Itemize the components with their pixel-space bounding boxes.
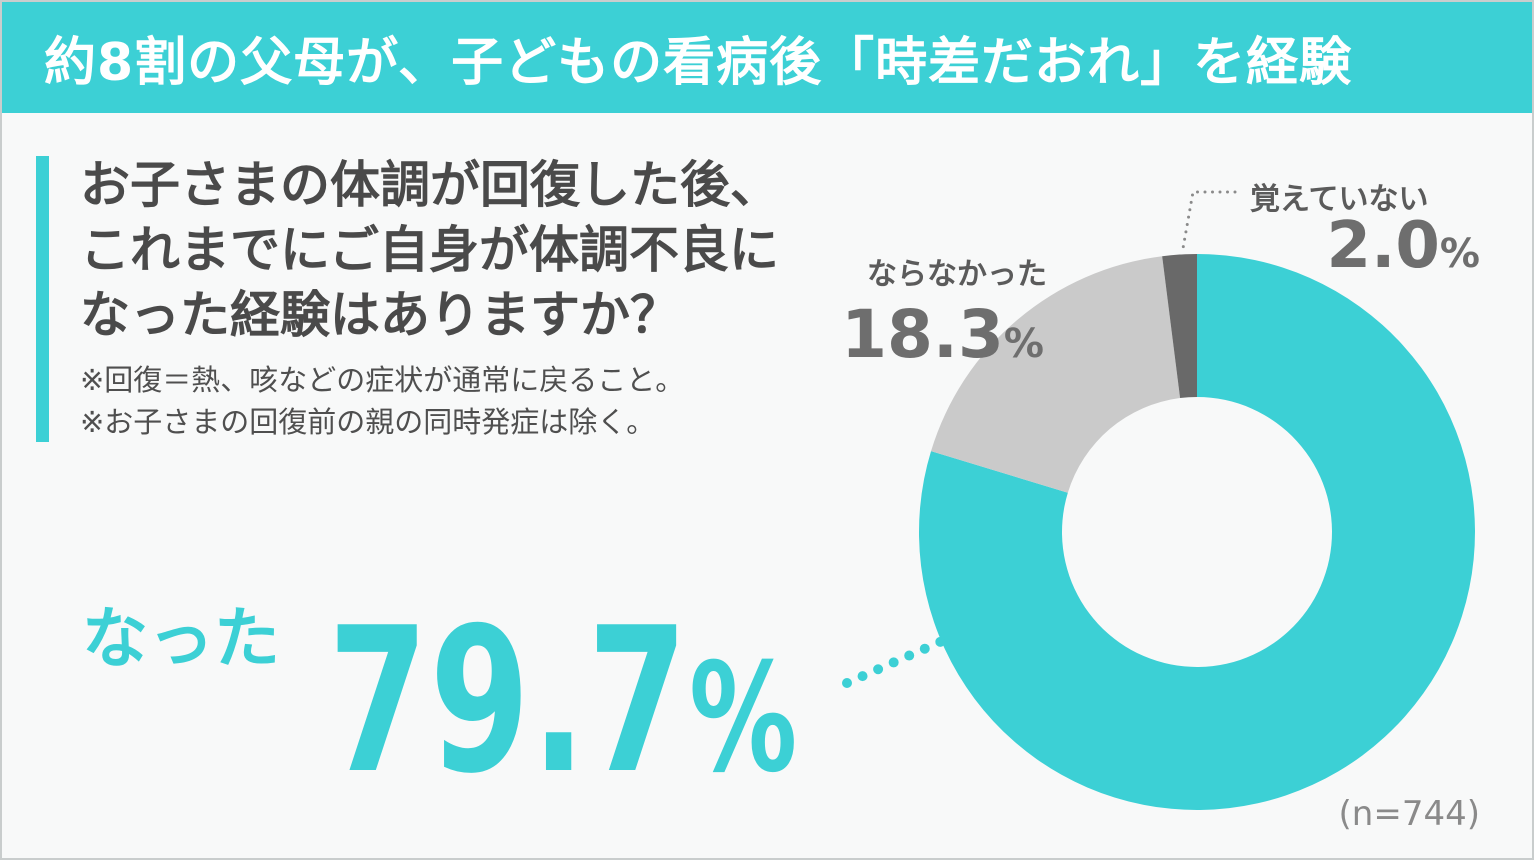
leader-line-became-sick	[842, 633, 954, 688]
sample-size-note: (n=744)	[1338, 794, 1480, 834]
question-accent-bar	[36, 156, 49, 442]
question-line-3: なった経験はありますか？	[80, 286, 680, 344]
highlight-segment-value: 79.7%	[328, 602, 797, 802]
highlight-segment-label: なった	[82, 600, 280, 677]
question-line-1: お子さまの体調が回復した後、	[80, 156, 780, 214]
highlight-value-number: 79.7	[328, 585, 690, 818]
segment-label-dont-remember: 覚えていない	[1250, 182, 1429, 217]
leader-line-remember	[1180, 190, 1237, 256]
segment-label-did-not-become-sick: ならなかった	[867, 257, 1047, 292]
header-bar: 約8割の父母が、子どもの看病後「時差だおれ」を経験	[2, 2, 1532, 113]
segment-value-did-not-become-sick: 18.3%	[792, 302, 1044, 368]
question-note-1: ※回復＝熱、咳などの症状が通常に戻ること。	[80, 363, 685, 397]
segment-value-dont-remember: 2.0%	[1327, 214, 1480, 278]
percent-sign: %	[689, 632, 798, 806]
question-line-2: これまでにご自身が体調不良に	[80, 221, 779, 279]
percent-sign: %	[1439, 231, 1480, 277]
percent-sign: %	[1003, 321, 1044, 367]
question-text: お子さまの体調が回復した後、 これまでにご自身が体調不良に なった経験はあります…	[80, 153, 780, 348]
page-title: 約8割の父母が、子どもの看病後「時差だおれ」を経験	[44, 33, 1353, 93]
donut-segment-2	[1162, 254, 1197, 399]
segment-value-dont-remember-number: 2.0	[1326, 209, 1440, 283]
question-notes: ※回復＝熱、咳などの症状が通常に戻ること。 ※お子さまの回復前の親の同時発症は除…	[80, 359, 684, 443]
question-note-2: ※お子さまの回復前の親の同時発症は除く。	[80, 405, 656, 439]
segment-value-did-not-become-sick-number: 18.3	[841, 296, 1004, 373]
